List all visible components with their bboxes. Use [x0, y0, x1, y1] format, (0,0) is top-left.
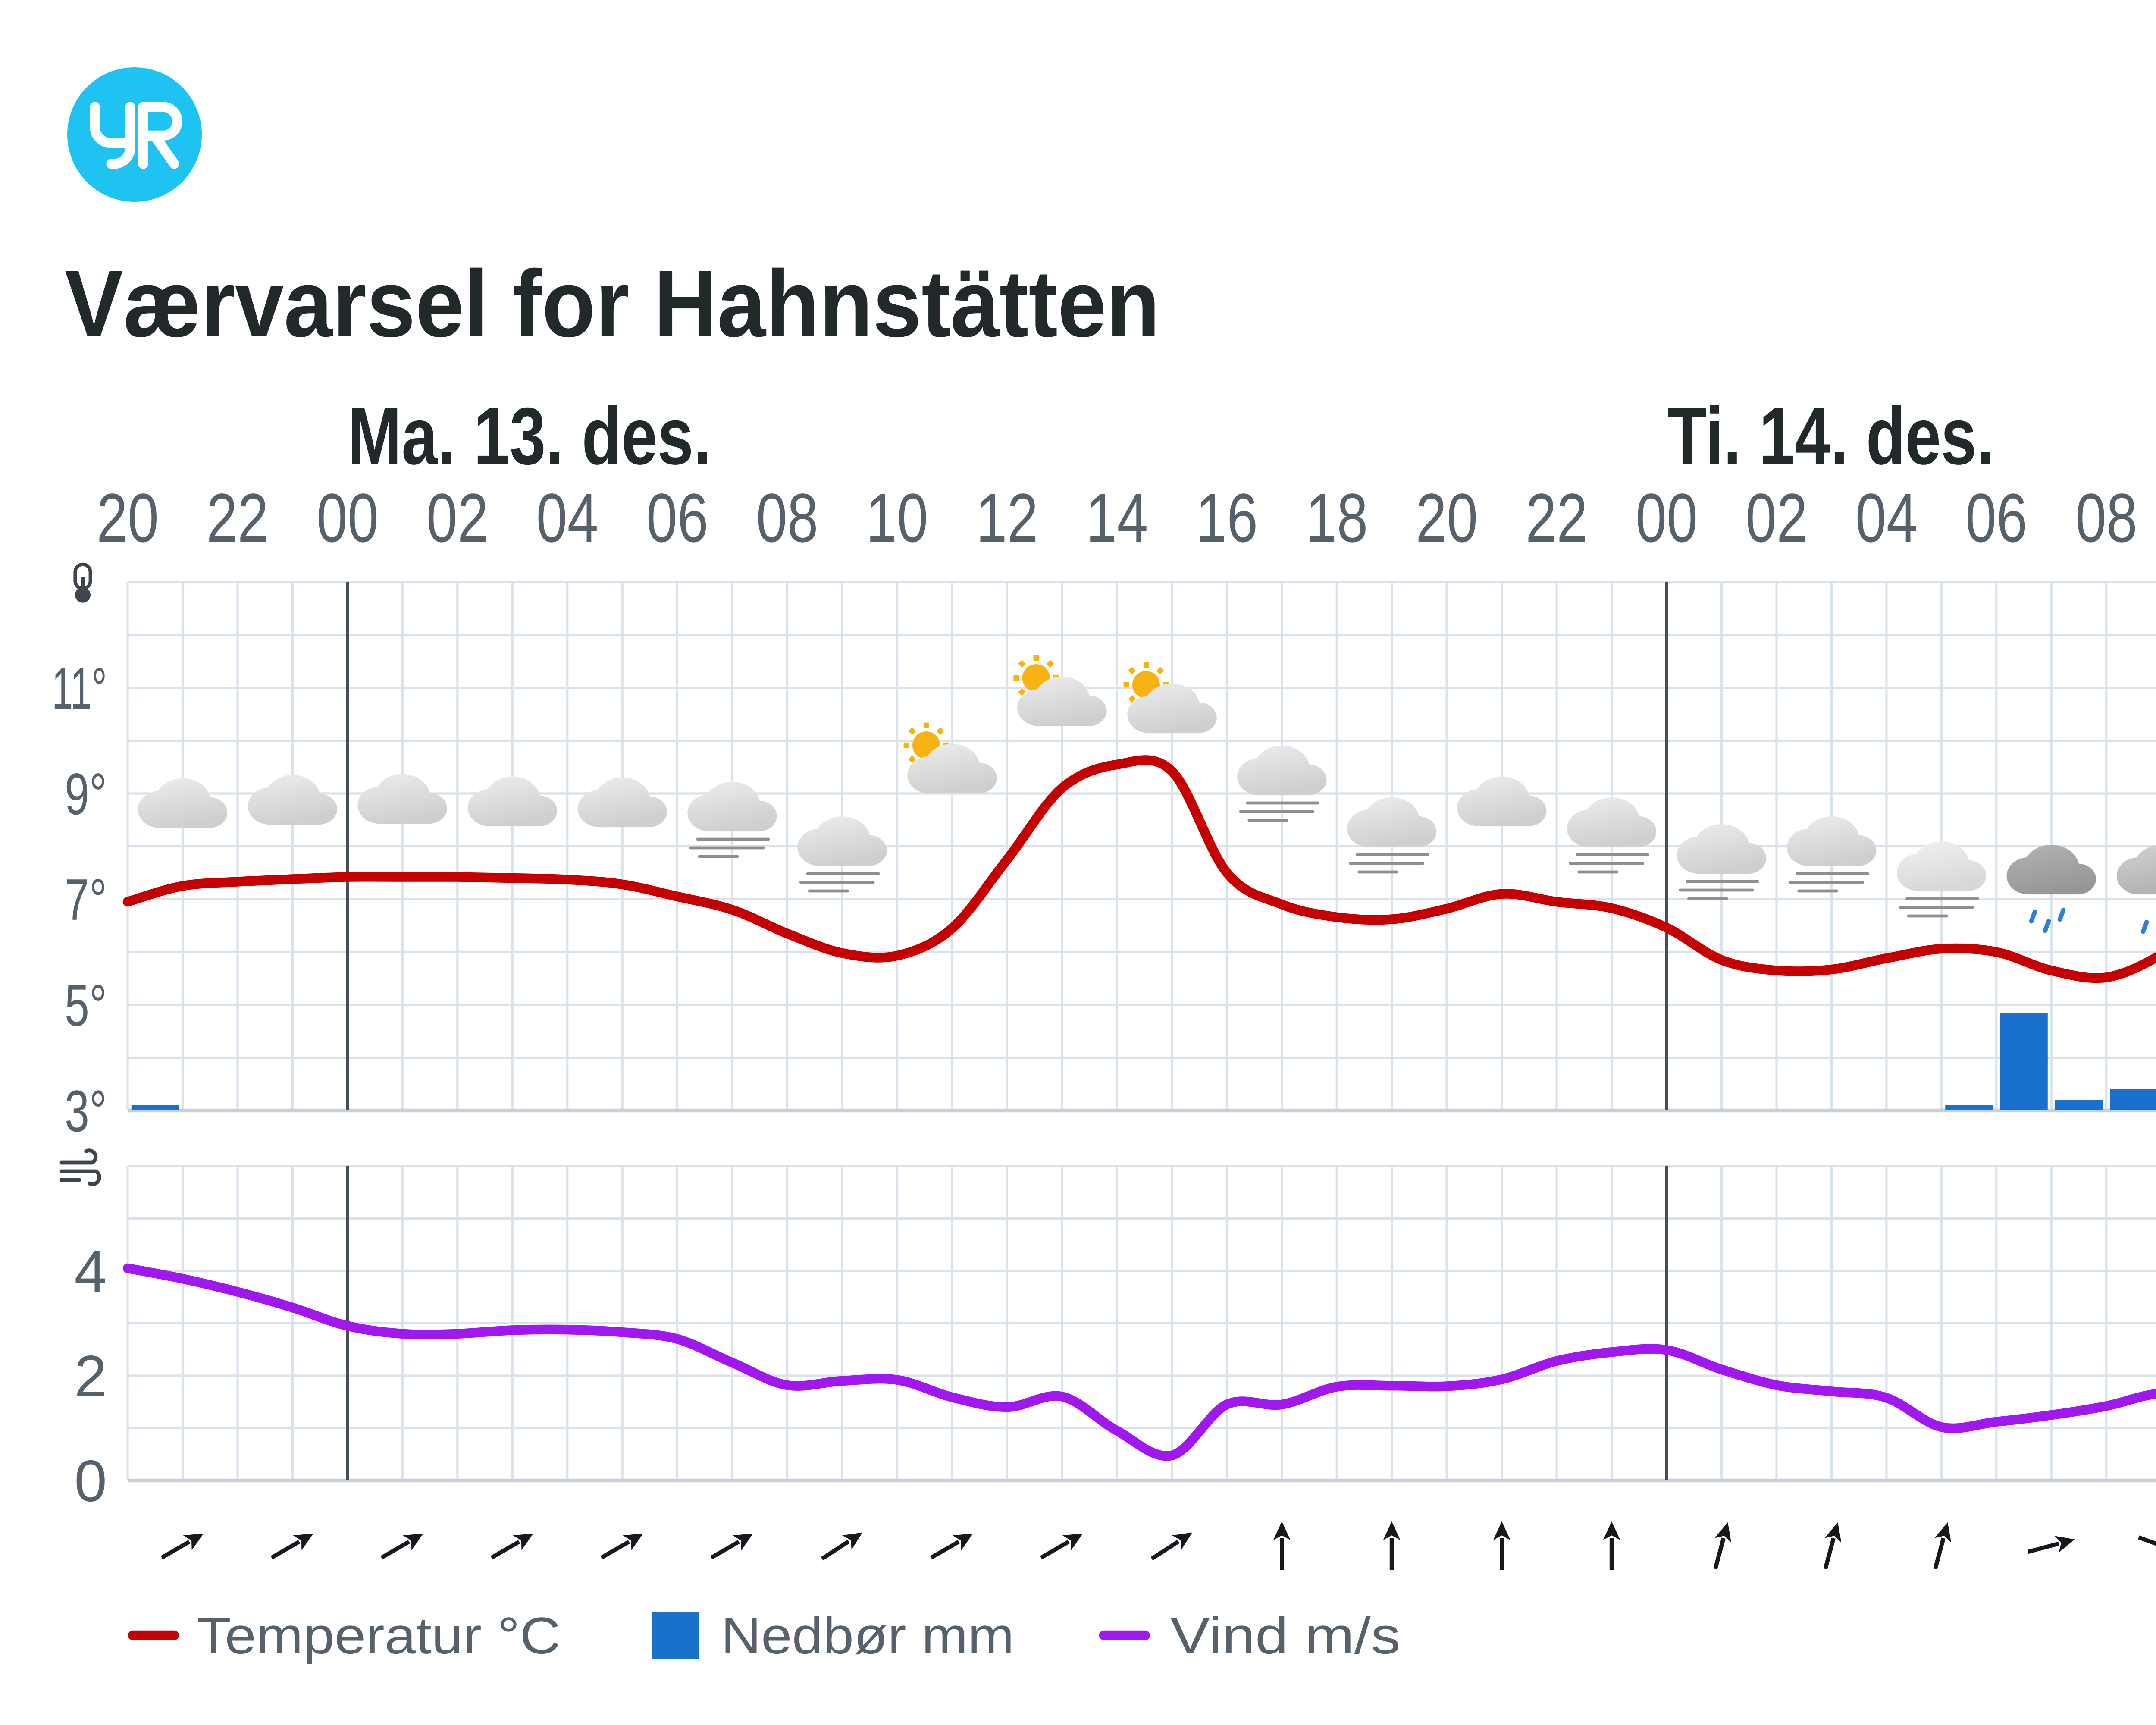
svg-text:02: 02: [1745, 479, 1808, 556]
svg-text:4: 4: [74, 1239, 107, 1304]
svg-text:08: 08: [756, 479, 818, 556]
svg-text:04: 04: [1855, 479, 1918, 556]
svg-text:20: 20: [97, 479, 159, 556]
svg-text:22: 22: [207, 479, 269, 556]
svg-text:06: 06: [1965, 479, 2028, 556]
svg-text:14: 14: [1086, 479, 1148, 556]
svg-text:Ma. 13. des.: Ma. 13. des.: [348, 391, 711, 481]
svg-text:0: 0: [74, 1448, 107, 1514]
svg-text:00: 00: [317, 479, 379, 556]
svg-text:08: 08: [2075, 479, 2137, 556]
svg-text:2: 2: [74, 1343, 107, 1409]
svg-text:10: 10: [866, 479, 928, 556]
svg-text:Temperatur °C: Temperatur °C: [197, 1607, 561, 1665]
svg-text:3°: 3°: [65, 1078, 107, 1144]
svg-text:12: 12: [976, 479, 1038, 556]
svg-text:02: 02: [426, 479, 489, 556]
svg-text:Vind m/s: Vind m/s: [1170, 1607, 1401, 1665]
svg-text:16: 16: [1196, 479, 1258, 556]
svg-text:00: 00: [1636, 479, 1698, 556]
svg-text:22: 22: [1526, 479, 1588, 556]
svg-text:Ti. 14. des.: Ti. 14. des.: [1667, 391, 1994, 481]
svg-text:9°: 9°: [65, 761, 107, 827]
svg-text:20: 20: [1416, 479, 1478, 556]
svg-text:04: 04: [536, 479, 599, 556]
svg-text:06: 06: [646, 479, 708, 556]
svg-text:7°: 7°: [65, 867, 107, 932]
svg-text:5°: 5°: [65, 972, 107, 1038]
svg-text:Nedbør mm: Nedbør mm: [721, 1607, 1014, 1665]
svg-text:18: 18: [1306, 479, 1368, 556]
svg-text:11°: 11°: [52, 656, 107, 721]
svg-text:Værvarsel for Hahnstätten: Værvarsel for Hahnstätten: [65, 251, 1160, 357]
